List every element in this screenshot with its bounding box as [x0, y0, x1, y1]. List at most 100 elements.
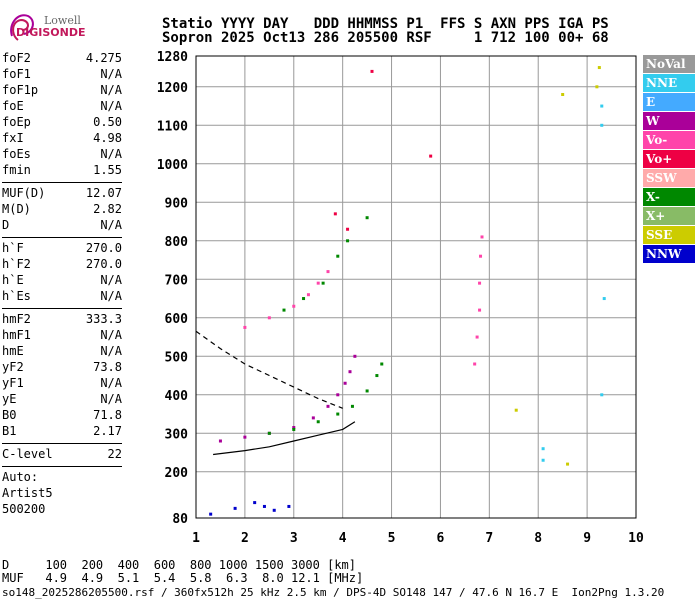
echo-point [541, 447, 545, 451]
param-row: foF2 4.275 [2, 51, 122, 65]
parameter-panel: foF2 4.275 foF1 N/A foF1p N/A foE N/A foEp 0.… [2, 50, 122, 517]
echo-point [311, 416, 315, 420]
param-row: hmF1 N/A [2, 328, 122, 342]
param-row: M(D) 2.82 [2, 202, 122, 216]
echo-point [282, 308, 286, 312]
chart-points [209, 66, 606, 516]
y-tick-label: 900 [165, 196, 189, 211]
echo-point [478, 308, 482, 312]
echo-point [346, 239, 350, 243]
x-tick-label: 3 [290, 531, 298, 546]
x-tick-label: 7 [485, 531, 493, 546]
echo-point [602, 297, 606, 301]
y-tick-label: 1100 [157, 119, 188, 134]
legend-item-e: E [643, 93, 695, 111]
solid-curve [213, 421, 356, 456]
footer-info: so148_2025286205500.rsf / 360fx512h 25 k… [2, 586, 665, 599]
param-divider [2, 443, 122, 444]
legend-item-nnw: NNW [643, 245, 695, 263]
echo-point [600, 104, 604, 108]
param-row: h`E N/A [2, 273, 122, 287]
y-tick-label: 800 [165, 235, 189, 250]
echo-point [336, 393, 340, 397]
echo-point [473, 362, 477, 366]
y-tick-label: 1200 [157, 81, 188, 96]
echo-point [253, 501, 257, 505]
echo-point [243, 325, 247, 329]
auto-code: 500200 [2, 502, 46, 516]
echo-point [348, 370, 352, 374]
param-row: foE N/A [2, 99, 122, 113]
param-row: yE N/A [2, 392, 122, 406]
echo-point [272, 508, 276, 512]
legend-item-sse: SSE [643, 226, 695, 244]
echo-point [292, 304, 296, 308]
echo-point [380, 362, 384, 366]
echo-point [333, 212, 337, 216]
echo-point [302, 297, 306, 301]
dashed-curve [195, 330, 343, 409]
param-row: fmin 1.55 [2, 163, 122, 177]
y-tick-label: 500 [165, 350, 189, 365]
param-row: hmE N/A [2, 344, 122, 358]
muf-row: MUF 4.9 4.9 5.1 5.4 5.8 6.3 8.0 12.1 [MH… [2, 571, 364, 585]
echo-point [306, 293, 310, 297]
param-row: yF1 N/A [2, 376, 122, 390]
legend-item-x-minus: X- [643, 188, 695, 206]
echo-point [292, 427, 296, 431]
echo-point [292, 426, 296, 430]
chart-curves [195, 330, 356, 456]
y-tick-label: 600 [165, 312, 189, 327]
logo-swirl-icon [10, 14, 34, 41]
param-divider [2, 466, 122, 467]
echo-point [326, 404, 330, 408]
param-group-profile: hmF2 333.3 hmF1 N/A hmE N/A yF2 73.8 yF1 N/A … [2, 311, 122, 439]
echo-point [597, 66, 601, 70]
echo-point [336, 412, 340, 416]
echo-point [346, 227, 350, 231]
legend-item-nne: NNE [643, 74, 695, 92]
echo-point [370, 69, 374, 73]
param-row: C-level 22 [2, 447, 122, 461]
echo-point [475, 335, 479, 339]
y-tick-label: 700 [165, 273, 189, 288]
echo-point [343, 381, 347, 385]
x-tick-label: 4 [339, 531, 347, 546]
echo-point [561, 93, 565, 96]
param-row: fxI 4.98 [2, 131, 122, 145]
x-tick-label: 6 [437, 531, 445, 546]
legend-item-ssw: SSW [643, 169, 695, 187]
param-row: MUF(D) 12.07 [2, 186, 122, 200]
param-group-freq: foF2 4.275 foF1 N/A foF1p N/A foE N/A foEp 0.… [2, 50, 122, 178]
plot-frame [195, 55, 637, 519]
echo-point [321, 281, 325, 285]
echo-point [566, 462, 570, 466]
echo-point [365, 216, 369, 220]
echo-point [316, 281, 320, 285]
param-divider [2, 182, 122, 183]
param-row: h`F 270.0 [2, 241, 122, 255]
echo-point [350, 404, 354, 408]
y-tick-label: 80 [172, 512, 188, 527]
logo-line1: Lowell [44, 14, 81, 27]
param-row: foEp 0.50 [2, 115, 122, 129]
header-line2: Sopron 2025 Oct13 286 205500 RSF 1 712 1… [162, 30, 609, 46]
x-tick-label: 9 [583, 531, 591, 546]
param-row: B1 2.17 [2, 424, 122, 438]
echo-point [233, 506, 237, 510]
echo-point [209, 512, 213, 516]
logo-line2: DIGISONDE [16, 26, 86, 39]
x-tick-label: 10 [628, 531, 644, 546]
param-row: foF1 N/A [2, 67, 122, 81]
echo-point [326, 270, 330, 274]
echo-point [262, 504, 266, 508]
x-tick-label: 2 [241, 531, 249, 546]
x-tick-label: 5 [388, 531, 396, 546]
param-group-muf: MUF(D) 12.07 M(D) 2.82 D N/A [2, 185, 122, 233]
chart-axes: 1 2 3 4 5 6 7 8 9 10 80 200 300 400 500 600 700 800 900 100… [157, 50, 644, 546]
y-tick-label: 1280 [157, 50, 188, 65]
chart-grid [195, 55, 637, 519]
param-group-heights: h`F 270.0 h`F2 270.0 h`E N/A h`Es N/A [2, 240, 122, 304]
echo-point [243, 435, 247, 439]
legend-item-vo-minus: Vo- [643, 131, 695, 149]
